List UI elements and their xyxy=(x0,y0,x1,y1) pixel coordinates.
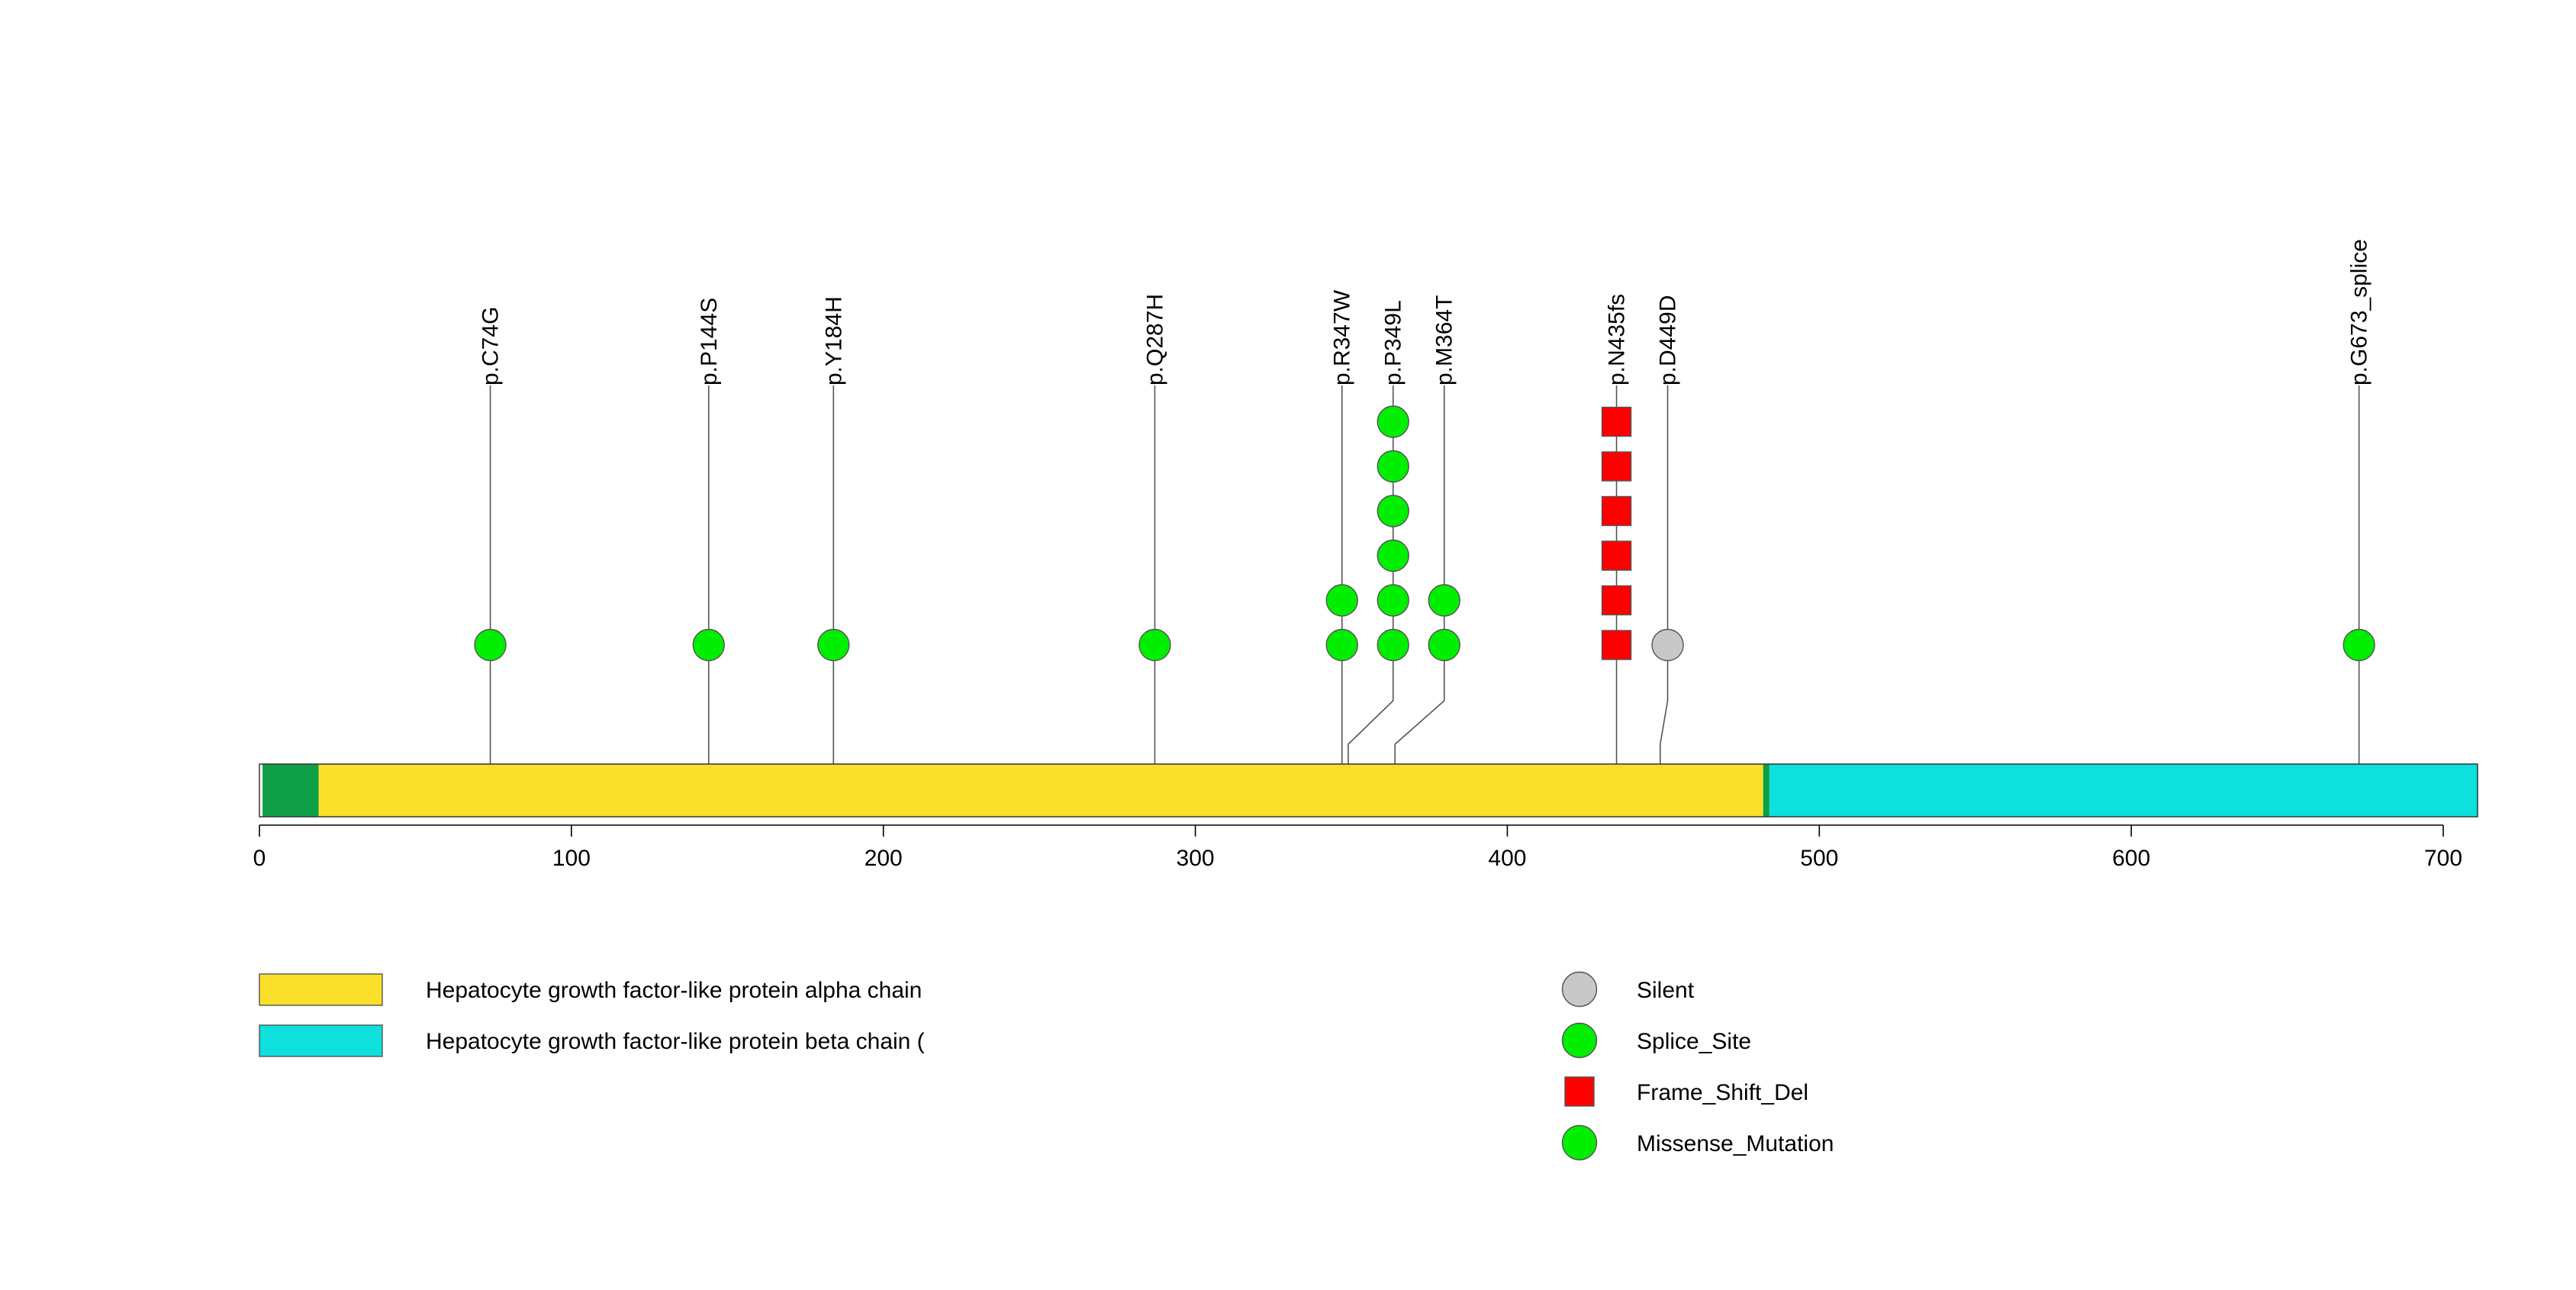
mutation-label-7: p.N435fs xyxy=(1605,294,1630,385)
mutation-label-2: p.Y184H xyxy=(821,296,846,385)
mutation-label-5: p.P349L xyxy=(1381,300,1406,385)
domain-0 xyxy=(262,764,319,817)
marker-7-0 xyxy=(1601,630,1632,660)
axis-tick-label-7: 700 xyxy=(2424,846,2462,871)
mutation-label-0: p.C74G xyxy=(478,307,504,385)
marker-5-0 xyxy=(1377,628,1409,662)
marker-7-1 xyxy=(1601,585,1632,616)
marker-6-1 xyxy=(1428,584,1460,617)
marker-5-4 xyxy=(1377,450,1409,483)
legend: Hepatocyte growth factor-like protein al… xyxy=(259,971,1834,1161)
mutation-label-6: p.M364T xyxy=(1432,295,1457,385)
protein-bar-outline xyxy=(259,763,2478,818)
mutation-label-9: p.G673_splice xyxy=(2347,239,2372,385)
marker-0-0 xyxy=(474,628,507,662)
mutation-label-8: p.D449D xyxy=(1656,295,1681,385)
axis-tick-label-1: 100 xyxy=(552,846,591,871)
mutation-labels: p.C74G p.P144S p.Y184H p.Q287H p.R347W p.P349… xyxy=(478,239,2372,385)
marker-2-0 xyxy=(817,628,850,662)
axis-tick-label-0: 0 xyxy=(253,846,266,871)
domain-legend-swatch-0 xyxy=(259,973,383,1006)
marker-9-0 xyxy=(2343,628,2375,662)
mutation-legend-symbol-2 xyxy=(1564,1076,1595,1107)
protein-domains xyxy=(259,763,2478,818)
axis-tick-label-2: 200 xyxy=(865,846,903,871)
marker-1-0 xyxy=(692,628,725,662)
mutation-label-4: p.R347W xyxy=(1330,289,1355,385)
marker-3-0 xyxy=(1138,628,1171,662)
marker-7-4 xyxy=(1601,451,1632,482)
marker-7-5 xyxy=(1601,406,1632,437)
mutation-legend-symbol-1 xyxy=(1561,1022,1598,1059)
mutation-legend-label-0: Silent xyxy=(1637,978,1695,1003)
domain-legend-swatch-1 xyxy=(259,1024,383,1057)
axis-tick-label-4: 400 xyxy=(1488,846,1526,871)
mutation-legend-label-1: Splice_Site xyxy=(1637,1029,1751,1054)
mutation-legend-label-3: Missense_Mutation xyxy=(1637,1131,1834,1156)
x-axis: 0 100 200 300 400 500 600 700 xyxy=(253,824,2462,871)
axis-tick-label-6: 600 xyxy=(2112,846,2150,871)
marker-5-5 xyxy=(1377,405,1409,438)
axis-tick-label-5: 500 xyxy=(1800,846,1838,871)
domain-2 xyxy=(1763,764,1769,817)
domain-legend-label-0: Hepatocyte growth factor-like protein al… xyxy=(426,978,922,1003)
mutation-legend-label-2: Frame_Shift_Del xyxy=(1637,1080,1808,1105)
domain-legend-label-1: Hepatocyte growth factor-like protein be… xyxy=(426,1029,925,1054)
stem-8 xyxy=(1659,385,1669,817)
domain-1 xyxy=(318,764,1763,817)
mutation-stems xyxy=(489,385,2360,817)
mutation-label-3: p.Q287H xyxy=(1142,294,1167,385)
mutation-label-1: p.P144S xyxy=(697,298,722,385)
marker-4-1 xyxy=(1325,584,1358,617)
marker-7-2 xyxy=(1601,540,1632,571)
marker-6-0 xyxy=(1428,628,1460,662)
mutation-legend-symbol-3 xyxy=(1561,1124,1598,1161)
marker-5-3 xyxy=(1377,495,1409,527)
marker-5-2 xyxy=(1377,539,1409,572)
mutation-markers xyxy=(474,405,2375,662)
axis-tick-label-3: 300 xyxy=(1177,846,1215,871)
mutation-legend-symbol-0 xyxy=(1561,971,1598,1008)
domain-3 xyxy=(1769,764,2478,817)
marker-7-3 xyxy=(1601,495,1632,527)
marker-8-0 xyxy=(1651,628,1684,662)
marker-5-1 xyxy=(1377,584,1409,617)
marker-4-0 xyxy=(1325,628,1358,662)
